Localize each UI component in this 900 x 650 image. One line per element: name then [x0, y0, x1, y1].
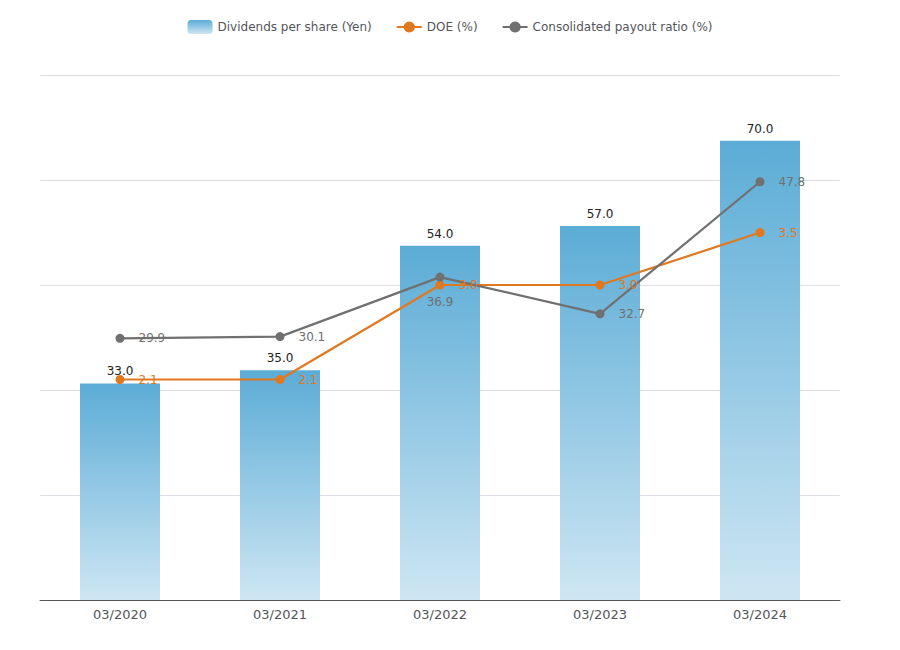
svg-text:2.1: 2.1 [139, 373, 158, 387]
svg-text:2.1: 2.1 [299, 373, 318, 387]
svg-text:03/2024: 03/2024 [733, 607, 787, 622]
svg-text:03/2020: 03/2020 [93, 607, 147, 622]
svg-text:3.0: 3.0 [619, 278, 638, 292]
svg-text:3.0: 3.0 [459, 278, 478, 292]
svg-text:3.5: 3.5 [779, 226, 798, 240]
svg-text:33.0: 33.0 [106, 364, 134, 379]
svg-text:35.0: 35.0 [267, 351, 294, 365]
svg-text:03/2021: 03/2021 [253, 607, 307, 622]
svg-text:29.9: 29.9 [139, 331, 166, 345]
svg-text:DOE (%): DOE (%) [427, 20, 478, 34]
svg-text:70.0: 70.0 [747, 122, 774, 136]
svg-text:32.7: 32.7 [619, 307, 646, 321]
svg-text:57.0: 57.0 [587, 207, 614, 221]
svg-text:Consolidated payout ratio (%): Consolidated payout ratio (%) [533, 20, 713, 34]
svg-text:54.0: 54.0 [427, 227, 454, 241]
svg-text:36.9: 36.9 [427, 295, 454, 309]
svg-text:47.8: 47.8 [779, 175, 806, 189]
svg-text:30.1: 30.1 [299, 330, 326, 344]
svg-text:03/2023: 03/2023 [573, 607, 627, 622]
svg-text:Dividends per share (Yen): Dividends per share (Yen) [218, 20, 372, 34]
svg-text:03/2022: 03/2022 [413, 607, 467, 622]
